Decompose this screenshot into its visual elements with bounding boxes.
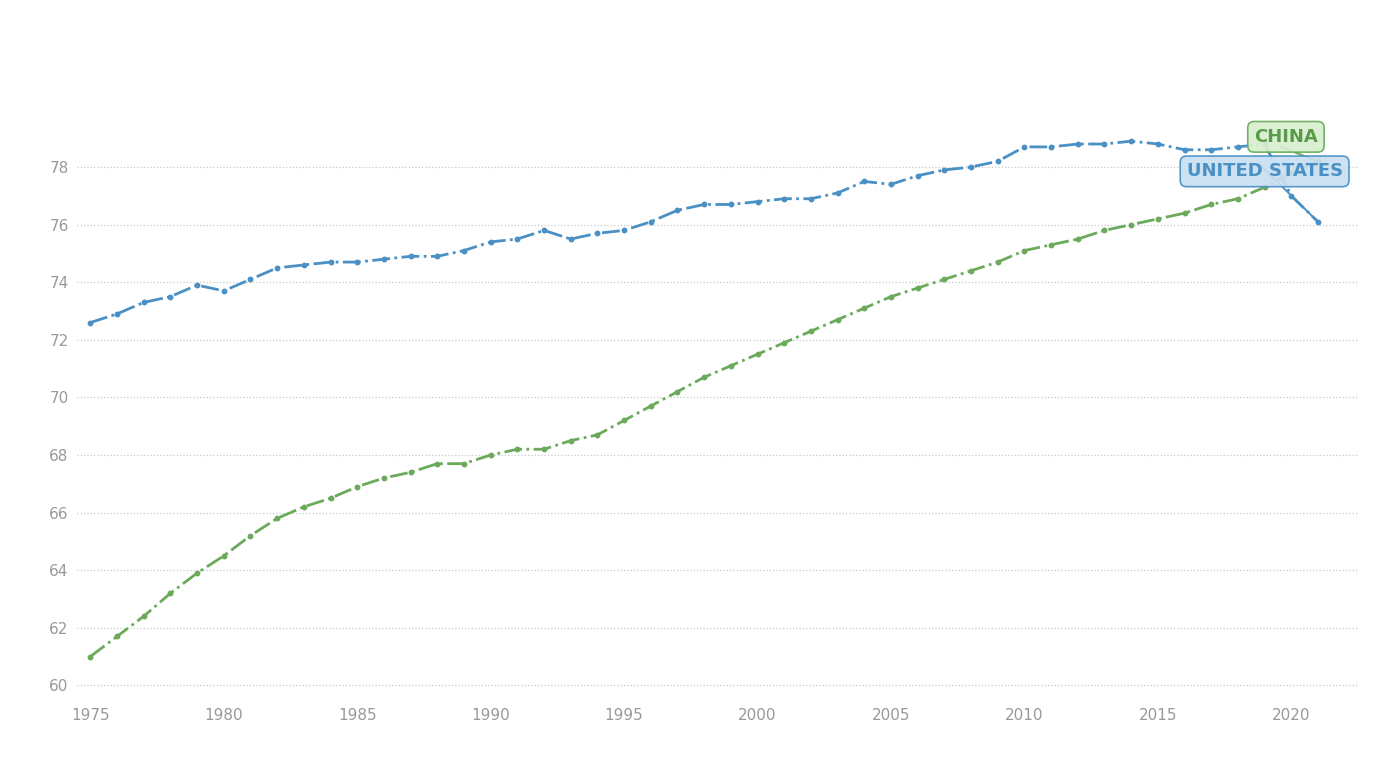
Text: CHINA: CHINA [1254,128,1317,146]
Text: UNITED STATES: UNITED STATES [1187,162,1343,181]
